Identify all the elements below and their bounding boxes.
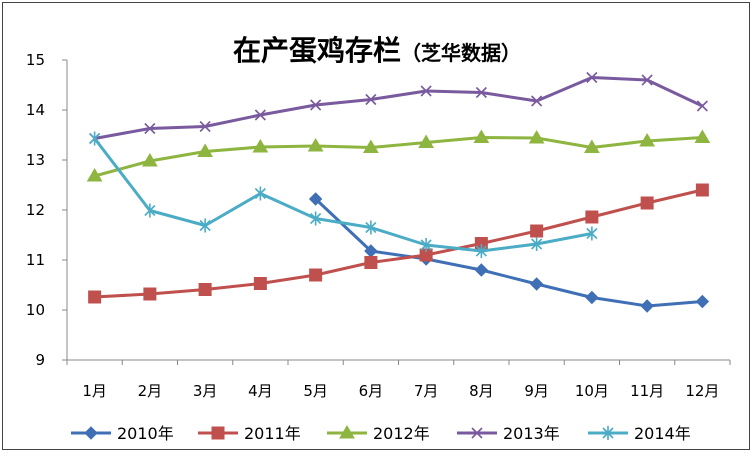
data-point-2012 (197, 143, 213, 157)
x-tick-label: 7月 (414, 382, 439, 400)
x-tick-label: 3月 (193, 382, 218, 400)
x-tick-label: 5月 (303, 382, 328, 400)
data-point-2011 (364, 256, 378, 269)
legend-marker-2014 (602, 426, 614, 440)
data-point-2012 (307, 138, 324, 152)
data-point-2012 (363, 139, 379, 153)
line-chart: 9 10 11 12 13 14 15 1月 2月 3月 4月 5月 6月 7月 8月 9月 10月 11月 12月… (26, 51, 731, 443)
y-tick-label: 12 (26, 201, 45, 219)
data-point-2011 (640, 196, 654, 210)
x-tick-label: 2月 (138, 382, 163, 400)
legend-marker-2013 (471, 427, 483, 439)
data-point-2011 (530, 224, 544, 238)
chart-subtitle: （芝华数据） (401, 41, 521, 65)
data-point-2011 (253, 277, 267, 290)
series-line-2010 (314, 197, 703, 308)
x-tick-label: 10月 (575, 382, 609, 400)
data-point-2012 (473, 129, 490, 143)
y-tick-label: 11 (26, 251, 45, 269)
x-tick-label: 6月 (359, 382, 384, 400)
chart-title: 在产蛋鸡存栏 (232, 34, 401, 67)
data-point-2011 (695, 183, 709, 197)
legend-marker-2010 (84, 426, 98, 440)
data-point-2011 (143, 287, 157, 301)
data-point-2010 (585, 290, 599, 305)
legend-label-2014: 2014年 (634, 424, 691, 443)
y-tick-label: 9 (35, 351, 45, 369)
legend-label-2010: 2010年 (117, 424, 174, 443)
data-point-2014 (199, 218, 211, 233)
data-point-2013 (531, 95, 543, 107)
data-point-2013 (365, 93, 377, 106)
data-point-2012 (252, 139, 269, 153)
data-point-2010 (529, 277, 544, 291)
data-point-2013 (144, 122, 156, 135)
x-tick-label: 8月 (469, 382, 494, 400)
data-point-2014 (144, 203, 156, 218)
data-point-2013 (696, 100, 708, 112)
chart-container: 在产蛋鸡存栏（芝华数据） 9 10 11 12 13 14 15 1月 2月 3月 4月 5月 6月 7月… (2, 2, 750, 450)
data-point-2013 (199, 120, 211, 133)
x-tick-label: 12月 (685, 382, 719, 400)
legend-label-2011: 2011年 (244, 424, 301, 443)
data-point-2012 (142, 153, 158, 167)
data-point-2011 (88, 290, 102, 304)
data-point-2012 (584, 139, 600, 153)
x-tick-label: 9月 (524, 382, 549, 400)
y-tick-label: 14 (26, 101, 45, 119)
y-tick-label: 10 (26, 301, 45, 319)
data-point-2014 (475, 244, 487, 258)
data-point-2014 (310, 211, 322, 226)
legend-marker-2011 (211, 426, 225, 440)
data-point-2010 (640, 299, 654, 313)
data-point-2012 (86, 168, 103, 182)
x-tick-label: 1月 (82, 382, 107, 400)
data-point-2013 (475, 86, 487, 99)
y-tick-label: 15 (26, 51, 45, 69)
data-point-2014 (420, 238, 432, 252)
data-point-2010 (474, 263, 489, 277)
data-point-2014 (586, 226, 598, 241)
data-point-2011 (585, 210, 599, 224)
series-line-2014 (93, 137, 593, 253)
y-tick-label: 13 (26, 151, 45, 169)
data-point-2014 (531, 237, 543, 251)
data-point-2013 (254, 109, 266, 121)
data-point-2012 (694, 129, 711, 143)
data-point-2012 (528, 130, 545, 144)
data-point-2013 (641, 74, 653, 86)
data-point-2014 (254, 186, 266, 201)
series-line-2012 (94, 136, 703, 178)
series-line-2013 (94, 76, 704, 140)
data-point-2012 (418, 134, 434, 148)
data-point-2013 (586, 71, 598, 84)
data-point-2011 (309, 268, 323, 282)
data-point-2012 (639, 133, 655, 147)
data-point-2010 (695, 294, 710, 309)
data-point-2013 (310, 99, 322, 111)
data-point-2010 (308, 192, 323, 206)
data-point-2011 (198, 283, 212, 296)
x-tick-label: 11月 (630, 382, 664, 400)
data-point-2014 (365, 220, 377, 235)
legend-label-2012: 2012年 (373, 424, 430, 443)
chart-title-block: 在产蛋鸡存栏（芝华数据） (3, 29, 751, 69)
series-line-2011 (94, 188, 703, 299)
legend-label-2013: 2013年 (503, 424, 560, 443)
data-point-2013 (420, 85, 432, 97)
legend-marker-2012 (339, 425, 355, 439)
x-tick-label: 4月 (248, 382, 273, 400)
data-point-2014 (89, 131, 101, 146)
